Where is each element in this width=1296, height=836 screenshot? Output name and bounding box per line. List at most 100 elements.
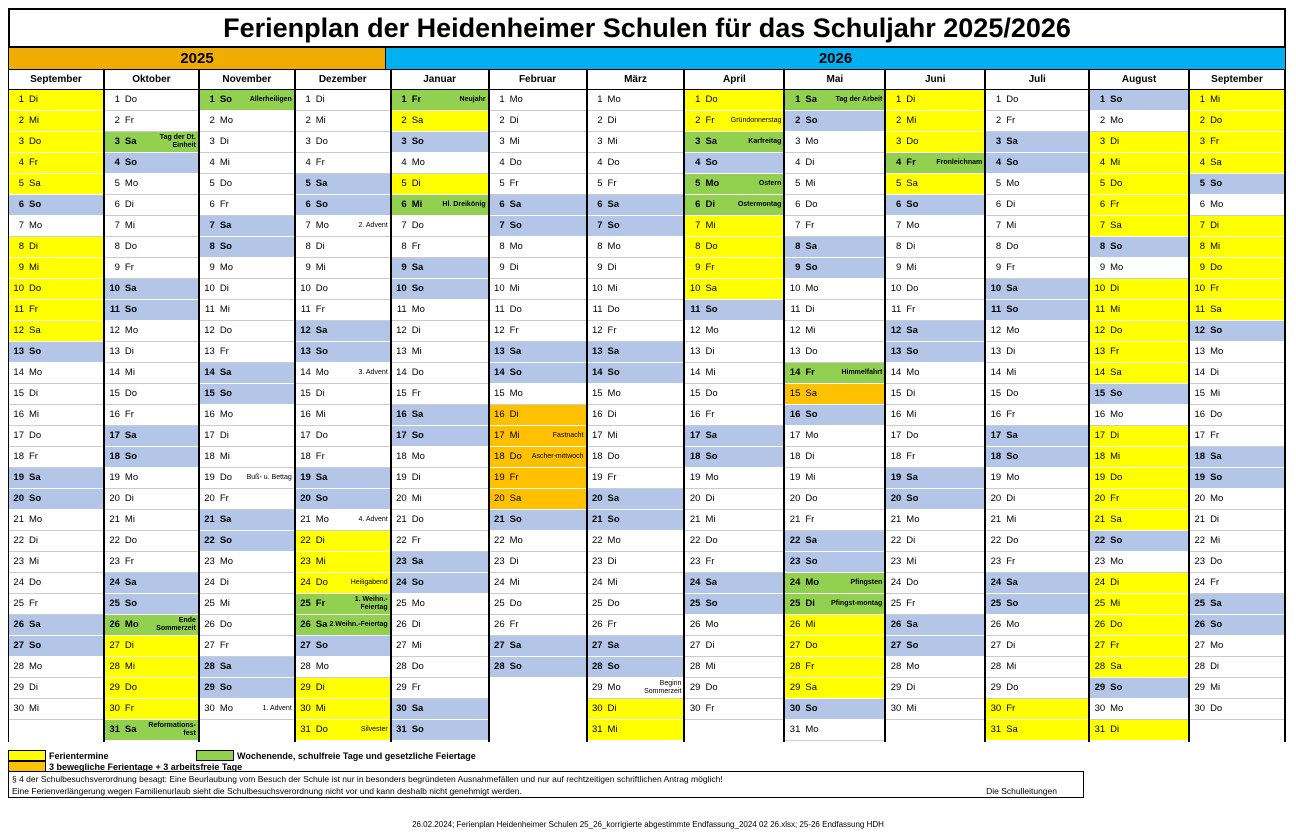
day-number: 14 bbox=[300, 367, 311, 378]
day-number: 4 bbox=[995, 157, 1002, 168]
day-number: 19 bbox=[1094, 472, 1106, 483]
weekday-label: So bbox=[805, 556, 818, 567]
day-cell: 27 Do bbox=[785, 636, 885, 657]
day-cell: 28 Mi bbox=[104, 657, 198, 678]
day-number: 29 bbox=[591, 682, 603, 693]
month-header: April bbox=[685, 70, 784, 90]
weekday-label: Mo bbox=[1110, 556, 1124, 567]
day-cell: 13 Fr bbox=[1090, 342, 1189, 363]
day-number: 18 bbox=[591, 451, 603, 462]
day-cell: 7 Do bbox=[391, 216, 488, 237]
weekday-label: So bbox=[1006, 304, 1019, 315]
day-cell: 14 Mo bbox=[9, 363, 103, 384]
day-number: 13 bbox=[204, 346, 215, 357]
day-number: 27 bbox=[789, 640, 801, 651]
day-cell: 10 Do bbox=[886, 279, 985, 300]
weekday-label: Mo bbox=[805, 724, 819, 735]
weekday-label: Mo bbox=[906, 367, 920, 378]
month-header: März bbox=[587, 70, 684, 90]
day-number: 26 bbox=[13, 619, 24, 630]
weekday-label: Do bbox=[607, 598, 620, 609]
notes-line-2: Eine Ferienverlängerung wegen Familienur… bbox=[12, 786, 522, 796]
weekday-label: Do bbox=[219, 178, 232, 189]
day-number: 8 bbox=[305, 241, 311, 252]
day-cell: 16 Di bbox=[489, 405, 586, 426]
weekday-label: Di bbox=[805, 304, 815, 315]
weekday-label: Mi bbox=[1110, 157, 1121, 168]
day-note: Neujahr bbox=[459, 96, 486, 103]
day-cell: 2 Sa bbox=[391, 111, 488, 132]
weekday-label: Di bbox=[509, 115, 519, 126]
day-number: 14 bbox=[689, 367, 701, 378]
day-cell: 12 Mo bbox=[986, 321, 1089, 342]
day-cell: 23 Mi bbox=[295, 552, 390, 573]
day-cell: 18 Do bbox=[587, 447, 684, 468]
day-cell: 17 Sa bbox=[685, 426, 784, 447]
day-cell: 6 Fr bbox=[199, 195, 294, 216]
day-number: 7 bbox=[305, 220, 311, 231]
day-cell: 18 Fr bbox=[9, 447, 103, 468]
day-cell: 19 So bbox=[1190, 468, 1284, 489]
weekday-label: Mo bbox=[219, 262, 234, 273]
month-days: 1 Do 2 Fr 3 Sa Tag der Dt. Einheit 4 So 5 Mo 6 Di 7 Mi… bbox=[104, 90, 198, 741]
notes-box: § 4 der Schulbesuchsverordnung besagt: E… bbox=[8, 771, 1084, 798]
day-number: 25 bbox=[396, 598, 407, 609]
day-number: 18 bbox=[890, 451, 902, 462]
day-number: 21 bbox=[300, 514, 311, 525]
day-number: 9 bbox=[499, 262, 505, 273]
footer: 26.02.2024; Ferienplan Heidenheimer Schu… bbox=[412, 820, 884, 829]
month-column: September 1 Di 2 Mi 3 Do 4 Fr 5 Sa 6 So 7 Mo 8 Di 9 Mi 10 Do… bbox=[9, 70, 105, 742]
day-cell: 4 Mi bbox=[1090, 153, 1189, 174]
day-cell: 6 So bbox=[886, 195, 985, 216]
month-days: 1 Di 2 Mi 3 Do 4 Fr 5 Sa 6 So 7 Mo 8 Di 9 Mi 10 Do 11 Fr 12 Sa 1… bbox=[9, 90, 103, 741]
day-cell: 27 So bbox=[9, 636, 103, 657]
weekday-label: Mi bbox=[1210, 682, 1221, 693]
day-cell: 16 Sa bbox=[391, 405, 488, 426]
day-number: 28 bbox=[494, 661, 505, 672]
day-number: 26 bbox=[109, 619, 120, 630]
day-cell: 23 Mo bbox=[199, 552, 294, 573]
weekday-label: Do bbox=[315, 724, 328, 735]
day-cell: 20 Di bbox=[685, 489, 784, 510]
day-number: 17 bbox=[300, 430, 311, 441]
day-number: 6 bbox=[401, 199, 407, 210]
day-cell: 10 Sa bbox=[986, 279, 1089, 300]
day-number: 16 bbox=[789, 409, 801, 420]
weekday-label: Sa bbox=[29, 325, 41, 336]
weekday-label: Mo bbox=[29, 367, 43, 378]
day-note: Hl. Dreikönig bbox=[442, 201, 486, 208]
weekday-label: Mo bbox=[705, 619, 719, 630]
weekday-label: So bbox=[906, 199, 919, 210]
day-cell: 12 Mo bbox=[104, 321, 198, 342]
weekday-label: So bbox=[607, 514, 620, 525]
day-cell: 24 Sa bbox=[986, 573, 1089, 594]
day-note: Pfingst-montag bbox=[830, 600, 883, 607]
day-cell: 22 Mo bbox=[587, 531, 684, 552]
weekday-label: Mo bbox=[607, 241, 621, 252]
weekday-label: Di bbox=[607, 556, 617, 567]
day-cell: 23 Di bbox=[489, 552, 586, 573]
day-number: 29 bbox=[789, 682, 801, 693]
day-cell: 11 Do bbox=[587, 300, 684, 321]
day-cell: 17 Di bbox=[199, 426, 294, 447]
day-number: 30 bbox=[789, 703, 801, 714]
weekday-label: Mo bbox=[29, 220, 43, 231]
day-number: 5 bbox=[209, 178, 215, 189]
weekday-label: Mo bbox=[219, 409, 234, 420]
weekday-label: Di bbox=[805, 451, 815, 462]
day-cell: 19 Mo bbox=[986, 468, 1089, 489]
day-number: 10 bbox=[1194, 283, 1206, 294]
weekday-label: Di bbox=[219, 136, 229, 147]
day-cell: 16 Mi bbox=[9, 405, 103, 426]
weekday-label: Mi bbox=[1110, 598, 1121, 609]
day-cell: 25 Di Pfingst-montag bbox=[785, 594, 885, 615]
weekday-label: Mo bbox=[124, 178, 139, 189]
day-number: 7 bbox=[209, 220, 215, 231]
weekday-label: Di bbox=[705, 199, 715, 210]
day-number: 29 bbox=[109, 682, 120, 693]
day-number: 10 bbox=[396, 283, 407, 294]
day-number: 10 bbox=[300, 283, 311, 294]
day-cell: 23 Mo bbox=[1090, 552, 1189, 573]
day-cell: 25 Mi bbox=[1090, 594, 1189, 615]
weekday-label: Fr bbox=[29, 451, 38, 462]
